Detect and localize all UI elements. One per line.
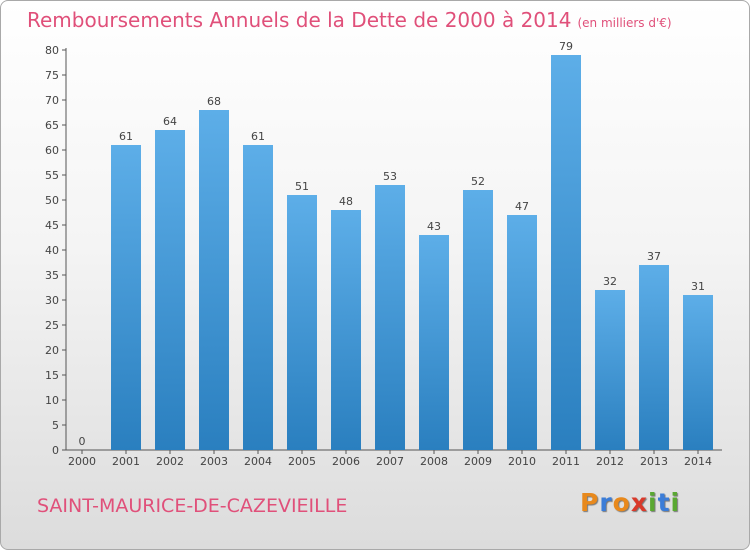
bar-2009: [463, 190, 493, 450]
logo-letter: i: [670, 488, 681, 517]
bar-2007: [375, 185, 405, 450]
value-label-2013: 37: [647, 250, 661, 263]
bar-2006: [331, 210, 361, 450]
value-label-2003: 68: [207, 95, 221, 108]
x-tick-label: 2004: [244, 455, 272, 468]
value-label-2006: 48: [339, 195, 353, 208]
value-label-2007: 53: [383, 170, 397, 183]
chart-title: Remboursements Annuels de la Dette de 20…: [27, 8, 672, 32]
y-tick-label: 70: [45, 94, 59, 107]
x-tick-label: 2008: [420, 455, 448, 468]
y-tick-label: 30: [45, 294, 59, 307]
bar-2004: [243, 145, 273, 450]
y-tick-label: 10: [45, 394, 59, 407]
x-tick-label: 2007: [376, 455, 404, 468]
y-tick-label: 75: [45, 69, 59, 82]
logo-letter: t: [657, 488, 671, 517]
value-label-2000: 0: [79, 435, 86, 448]
bar-2005: [287, 195, 317, 450]
value-label-2012: 32: [603, 275, 617, 288]
chart-value-labels: 0 61 64 68 61 51 48 53 43 52 47 79 32 37 31: [79, 40, 706, 448]
value-label-2008: 43: [427, 220, 441, 233]
bar-2014: [683, 295, 713, 450]
value-label-2005: 51: [295, 180, 309, 193]
value-label-2001: 61: [119, 130, 133, 143]
y-tick-label: 65: [45, 119, 59, 132]
y-tick-label: 80: [45, 44, 59, 57]
bar-2011: [551, 55, 581, 450]
logo-letter: r: [599, 488, 613, 517]
x-tick-label: 2001: [112, 455, 140, 468]
commune-name: SAINT-MAURICE-DE-CAZEVIEILLE: [37, 495, 348, 517]
title-text: Remboursements Annuels de la Dette de 20…: [27, 8, 572, 32]
y-tick-label: 50: [45, 194, 59, 207]
x-tick-label: 2014: [684, 455, 712, 468]
bar-2013: [639, 265, 669, 450]
bar-2012: [595, 290, 625, 450]
x-tick-label: 2003: [200, 455, 228, 468]
y-tick-label: 40: [45, 244, 59, 257]
y-tick-label: 5: [52, 419, 59, 432]
logo-letter: P: [580, 488, 600, 517]
x-tick-label: 2013: [640, 455, 668, 468]
bar-2001: [111, 145, 141, 450]
bar-2010: [507, 215, 537, 450]
value-label-2010: 47: [515, 200, 529, 213]
bar-2008: [419, 235, 449, 450]
y-tick-label: 55: [45, 169, 59, 182]
y-tick-label: 0: [52, 444, 59, 457]
y-tick-label: 35: [45, 269, 59, 282]
x-tick-label: 2006: [332, 455, 360, 468]
chart-subtitle: (en milliers d'€): [577, 16, 672, 30]
bar-2003: [199, 110, 229, 450]
x-tick-label: 2011: [552, 455, 580, 468]
y-tick-label: 60: [45, 144, 59, 157]
x-tick-label: 2000: [68, 455, 96, 468]
x-tick-label: 2012: [596, 455, 624, 468]
chart-bars: [111, 55, 713, 450]
proxiti-logo[interactable]: Proxiti: [580, 488, 680, 517]
x-tick-label: 2009: [464, 455, 492, 468]
value-label-2011: 79: [559, 40, 573, 53]
value-label-2002: 64: [163, 115, 177, 128]
bar-2002: [155, 130, 185, 450]
value-label-2004: 61: [251, 130, 265, 143]
logo-letter: x: [630, 488, 648, 517]
logo-letter: o: [612, 488, 631, 517]
x-tick-label: 2010: [508, 455, 536, 468]
logo-letter: i: [648, 488, 658, 517]
y-tick-label: 25: [45, 319, 59, 332]
y-tick-label: 45: [45, 219, 59, 232]
y-tick-label: 15: [45, 369, 59, 382]
y-tick-label: 20: [45, 344, 59, 357]
x-tick-label: 2005: [288, 455, 316, 468]
value-label-2009: 52: [471, 175, 485, 188]
x-tick-label: 2002: [156, 455, 184, 468]
value-label-2014: 31: [691, 280, 705, 293]
